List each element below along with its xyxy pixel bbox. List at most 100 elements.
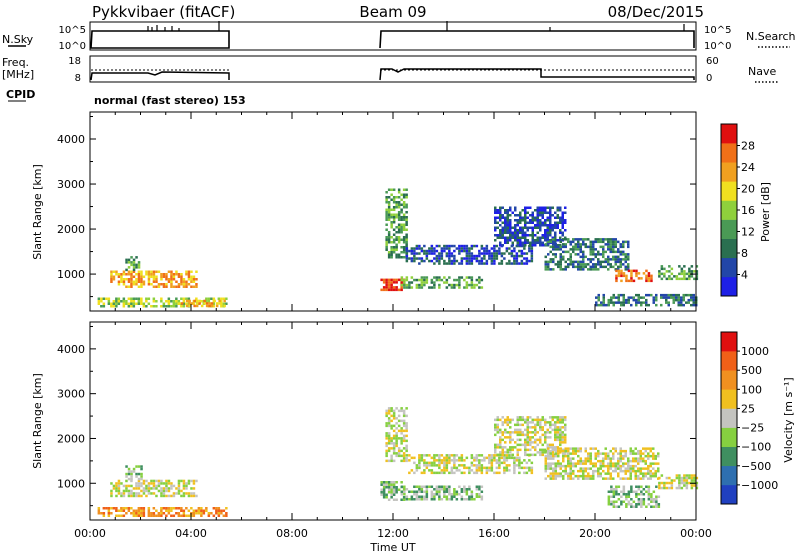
echo-cell (387, 236, 391, 239)
echo-cell (551, 206, 554, 209)
echo-cell (549, 260, 552, 264)
echo-cell (177, 300, 181, 303)
echo-cell (518, 262, 521, 265)
echo-cell (172, 302, 176, 305)
echo-cell (387, 417, 391, 420)
echo-cell (634, 477, 637, 480)
echo-cell (112, 487, 116, 490)
echo-cell (510, 456, 514, 460)
echo-cell (448, 283, 451, 287)
echo-cell (503, 252, 506, 255)
echo-cell (655, 293, 658, 297)
echo-cell (574, 260, 577, 264)
echo-cell (665, 476, 669, 480)
echo-cell (602, 238, 605, 241)
echo-cell (644, 467, 647, 470)
echo-cell (499, 453, 502, 457)
echo-cell (430, 485, 434, 488)
echo-cell (567, 477, 570, 480)
echo-cell (182, 482, 186, 485)
echo-cell (448, 461, 451, 465)
echo-cell (554, 243, 557, 246)
echo-cell (413, 471, 416, 475)
echo-cell (402, 238, 406, 241)
echo-cell (589, 467, 592, 470)
echo-cell (559, 240, 562, 244)
cpid-label: CPID (6, 88, 35, 101)
echo-cell (110, 305, 113, 308)
echo-cell (557, 459, 560, 463)
echo-cell (624, 477, 627, 480)
echo-cell (465, 488, 469, 491)
echo-cell (526, 428, 529, 432)
echo-cell (630, 296, 633, 299)
echo-cell (425, 276, 429, 279)
echo-cell (475, 283, 479, 287)
echo-cell (627, 493, 631, 496)
echo-cell (385, 236, 388, 239)
echo-cell (172, 507, 176, 510)
echo-cell (460, 247, 464, 250)
echo-cell (660, 272, 664, 276)
echo-cell (564, 438, 567, 442)
echo-cell (170, 494, 173, 498)
echo-cell (127, 258, 131, 262)
echo-cell (561, 438, 564, 442)
echo-cell (529, 206, 532, 209)
echo-cell (380, 481, 383, 484)
echo-cell (423, 471, 426, 475)
echo-cell (564, 472, 567, 475)
echo-cell (579, 467, 582, 470)
echo-cell (387, 281, 391, 284)
echo-cell (544, 263, 547, 266)
echo-cell (122, 297, 126, 300)
echo-cell (562, 449, 565, 453)
echo-cell (612, 452, 615, 455)
echo-cell (589, 253, 592, 256)
echo-cell (117, 302, 121, 305)
echo-cell (493, 259, 496, 263)
echo-cell (132, 266, 136, 269)
echo-cell (499, 436, 502, 439)
echo-cell (549, 443, 552, 447)
echo-cell (587, 477, 590, 480)
echo-cell (625, 498, 628, 501)
echo-cell (448, 262, 451, 265)
echo-cell (552, 477, 555, 480)
echo-cell (519, 423, 522, 427)
echo-cell (607, 301, 610, 304)
echo-cell (544, 449, 547, 453)
echo-cell (415, 244, 419, 248)
echo-cell (127, 266, 131, 269)
echo-cell (587, 472, 590, 475)
echo-cell (387, 206, 391, 209)
echo-cell (152, 285, 156, 288)
echo-cell (509, 221, 512, 224)
echo-cell (589, 258, 592, 261)
echo-cell (547, 464, 550, 468)
echo-cell (387, 486, 391, 489)
echo-cell (438, 259, 441, 263)
echo-cell (392, 206, 396, 209)
echo-cell (597, 472, 600, 475)
echo-cell (647, 272, 651, 275)
echo-cell (526, 436, 529, 439)
echo-cell (541, 426, 544, 429)
echo-cell (402, 452, 406, 455)
echo-cell (534, 446, 537, 449)
echo-cell (562, 250, 565, 254)
echo-cell (435, 276, 439, 279)
echo-cell (544, 462, 547, 465)
y-tick-label: 2000 (57, 432, 85, 445)
echo-cell (515, 464, 519, 467)
echo-cell (180, 494, 183, 498)
echo-cell (562, 255, 565, 259)
echo-cell (559, 209, 562, 212)
echo-cell (692, 296, 695, 299)
echo-cell (554, 226, 557, 229)
echo-cell (660, 474, 664, 477)
echo-cell (509, 229, 512, 232)
echo-cell (160, 487, 163, 490)
echo-cell (690, 476, 694, 480)
echo-cell (655, 296, 658, 299)
